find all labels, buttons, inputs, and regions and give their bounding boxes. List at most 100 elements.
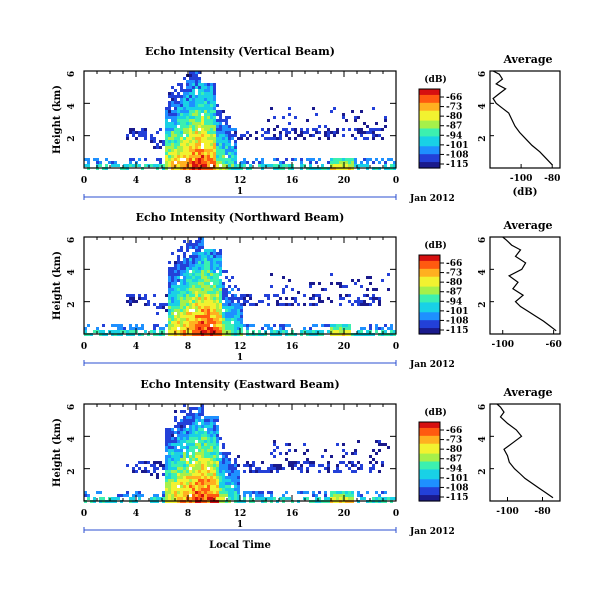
heatmap-cells	[84, 71, 396, 170]
x-tick-label: 16	[286, 176, 299, 186]
colorbar-tick-label: -94	[446, 297, 462, 307]
colorbar-tick-label: -80	[446, 445, 462, 455]
profile-frame	[489, 236, 561, 335]
y-tick-label: 6	[67, 404, 77, 410]
day-label: 1	[237, 520, 243, 530]
colorbar: (dB)-66-73-80-87-94-101-108-115	[418, 74, 469, 170]
x-tick-label: 16	[286, 509, 299, 519]
profile-y-tick-label: 4	[478, 103, 488, 109]
colorbar-tick-label: -87	[446, 288, 462, 298]
colorbar-tick-label: -101	[446, 474, 469, 484]
x-tick-label: 20	[338, 176, 351, 186]
profile-y-tick-label: 4	[478, 269, 488, 275]
colorbar-tick-label: -73	[446, 436, 462, 446]
day-label: 1	[237, 187, 243, 197]
profile-x-tick-label: -80	[534, 507, 550, 517]
colorbar-tick-label: -108	[446, 316, 469, 326]
y-axis-label: Height (km)	[52, 251, 63, 320]
profile-y-tick-label: 2	[478, 469, 488, 475]
y-tick-label: 4	[67, 269, 77, 275]
colorbar: (dB)-66-73-80-87-94-101-108-115	[418, 240, 469, 336]
panel-title: Echo Intensity (Northward Beam)	[136, 211, 345, 224]
colorbar-tick-label: -115	[446, 160, 469, 170]
x-tick-label: 20	[338, 342, 351, 352]
profile-x-label: (dB)	[513, 187, 538, 198]
panel-title: Echo Intensity (Vertical Beam)	[145, 45, 335, 58]
colorbar-tick-label: -108	[446, 483, 469, 493]
colorbar-tick-label: -108	[446, 150, 469, 160]
x-axis-label: Local Time	[209, 540, 271, 551]
average-profile: Average 2 4 6 -100 -80 (dB)	[478, 53, 561, 198]
y-tick-label: 4	[67, 103, 77, 109]
profile-x-tick-label: -100	[496, 507, 519, 517]
y-tick-label: 6	[67, 237, 77, 243]
colorbar-tick-label: -115	[446, 326, 469, 336]
colorbar-frame	[418, 421, 441, 502]
colorbar-tick-label: -87	[446, 122, 462, 132]
colorbar-frame	[418, 254, 441, 335]
colorbar-tick-label: -80	[446, 278, 462, 288]
x-tick-label: 12	[234, 342, 247, 352]
colorbar-tick-label: -66	[446, 426, 462, 436]
date-label: Jan 2012	[409, 194, 455, 204]
profile-y-tick-label: 2	[478, 136, 488, 142]
x-tick-label: 4	[133, 342, 139, 352]
x-tick-label: 0	[393, 342, 399, 352]
y-tick-label: 6	[67, 71, 77, 77]
profile-x-tick-label: -80	[544, 174, 560, 184]
x-tick-label: 20	[338, 509, 351, 519]
y-tick-label: 2	[67, 469, 77, 475]
heatmap-cells	[84, 237, 396, 336]
y-axis-label: Height (km)	[52, 418, 63, 487]
x-tick-label: 8	[185, 509, 191, 519]
y-tick-label: 2	[67, 302, 77, 308]
profile-x-tick-label: -100	[510, 174, 533, 184]
average-profile: Average 2 4 6 -100 -80	[478, 386, 561, 517]
x-tick-label: 12	[234, 176, 247, 186]
panel-title: Echo Intensity (Eastward Beam)	[140, 378, 339, 391]
x-tick-label: 0	[393, 509, 399, 519]
x-tick-label: 0	[81, 509, 87, 519]
colorbar-unit: (dB)	[424, 240, 446, 251]
x-tick-label: 0	[81, 176, 87, 186]
x-tick-label: 4	[133, 509, 139, 519]
colorbar-unit: (dB)	[424, 407, 446, 418]
x-tick-label: 4	[133, 176, 139, 186]
profile-y-tick-label: 6	[478, 237, 488, 243]
heatmap-cells	[84, 404, 396, 503]
x-tick-label: 12	[234, 509, 247, 519]
profile-line	[496, 403, 554, 499]
profile-x-tick-label: -100	[491, 340, 514, 350]
profile-title: Average	[502, 53, 552, 66]
x-tick-label: 0	[393, 176, 399, 186]
profile-y-tick-label: 4	[478, 436, 488, 442]
date-label: Jan 2012	[409, 360, 455, 370]
profile-title: Average	[502, 386, 552, 399]
colorbar-tick-label: -66	[446, 259, 462, 269]
colorbar-unit: (dB)	[424, 74, 446, 85]
date-label: Jan 2012	[409, 527, 455, 537]
day-label: 1	[237, 353, 243, 363]
colorbar-tick-label: -101	[446, 141, 469, 151]
colorbar-tick-label: -80	[446, 112, 462, 122]
y-axis-label: Height (km)	[52, 85, 63, 154]
y-tick-label: 2	[67, 136, 77, 142]
panel-3: Echo Intensity (Eastward Beam)0 4 8 12 16 20 0…	[52, 378, 561, 537]
colorbar-tick-label: -73	[446, 103, 462, 113]
colorbar-tick-label: -66	[446, 93, 462, 103]
profile-y-tick-label: 6	[478, 404, 488, 410]
profile-y-tick-label: 6	[478, 71, 488, 77]
colorbar-tick-label: -94	[446, 464, 462, 474]
profile-frame	[489, 70, 561, 169]
profile-line	[492, 70, 553, 166]
profile-frame	[489, 403, 561, 502]
x-tick-label: 16	[286, 342, 299, 352]
colorbar-tick-label: -73	[446, 269, 462, 279]
profile-x-tick-label: -60	[546, 340, 562, 350]
x-tick-label: 8	[185, 176, 191, 186]
colorbar-tick-label: -94	[446, 131, 462, 141]
colorbar-tick-label: -101	[446, 307, 469, 317]
panel-1: Echo Intensity (Vertical Beam)0 4 8 12 16 20 0…	[52, 45, 561, 204]
profile-y-tick-label: 2	[478, 302, 488, 308]
